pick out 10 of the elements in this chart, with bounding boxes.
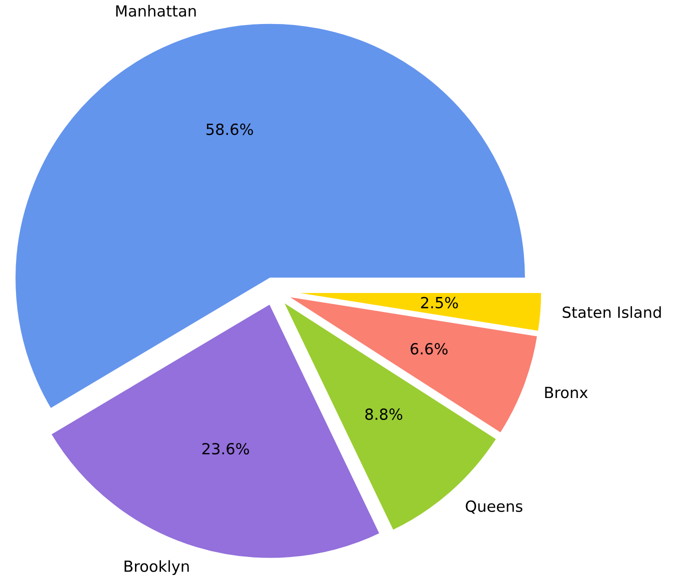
slice-label: Manhattan bbox=[116, 4, 196, 17]
data-label: 8.8% bbox=[365, 408, 402, 420]
slice-label: Queens bbox=[466, 500, 522, 514]
slice-label: Bronx bbox=[545, 386, 588, 398]
data-label: 6.6% bbox=[410, 343, 448, 355]
data-label: 2.5% bbox=[421, 296, 458, 308]
data-label: 23.6% bbox=[202, 442, 249, 455]
slice-label: Staten Island bbox=[562, 306, 661, 318]
data-label: 58.6% bbox=[206, 124, 253, 136]
slice-label: Brooklyn bbox=[124, 560, 189, 575]
